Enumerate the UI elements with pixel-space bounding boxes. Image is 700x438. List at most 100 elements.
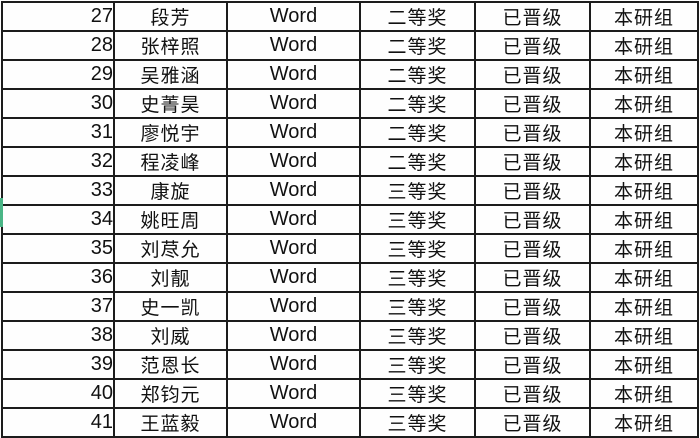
- cell-award[interactable]: 三等奖: [359, 204, 476, 235]
- cell-group[interactable]: 本研组: [589, 204, 699, 235]
- cell-status[interactable]: 已晋级: [474, 1, 591, 32]
- cell-award[interactable]: 三等奖: [359, 378, 476, 409]
- cell-row-number[interactable]: 37: [1, 291, 115, 322]
- cell-name[interactable]: 范恩长: [113, 349, 228, 380]
- cell-row-number[interactable]: 38: [1, 320, 115, 351]
- cell-group[interactable]: 本研组: [589, 59, 699, 90]
- cell-group[interactable]: 本研组: [589, 1, 699, 32]
- table-row: 30 史菁昊 Word 二等奖 已晋级 本研组: [1, 88, 699, 119]
- cell-name[interactable]: 廖悦宇: [113, 117, 228, 148]
- cell-status[interactable]: 已晋级: [474, 146, 591, 177]
- cell-software[interactable]: Word: [226, 407, 361, 438]
- cell-row-number[interactable]: 35: [1, 233, 115, 264]
- cell-group[interactable]: 本研组: [589, 291, 699, 322]
- cell-award[interactable]: 二等奖: [359, 117, 476, 148]
- cell-software[interactable]: Word: [226, 349, 361, 380]
- cell-group[interactable]: 本研组: [589, 88, 699, 119]
- cell-award[interactable]: 三等奖: [359, 262, 476, 293]
- cell-row-number[interactable]: 30: [1, 88, 115, 119]
- cell-award[interactable]: 二等奖: [359, 30, 476, 61]
- cell-name[interactable]: 王蓝毅: [113, 407, 228, 438]
- table-row: 38 刘威 Word 三等奖 已晋级 本研组: [1, 320, 699, 351]
- cell-row-number[interactable]: 27: [1, 1, 115, 32]
- cell-row-number[interactable]: 36: [1, 262, 115, 293]
- cell-row-number[interactable]: 33: [1, 175, 115, 206]
- cell-award[interactable]: 二等奖: [359, 1, 476, 32]
- cell-software[interactable]: Word: [226, 1, 361, 32]
- cell-name[interactable]: 刘荩允: [113, 233, 228, 264]
- cell-software[interactable]: Word: [226, 146, 361, 177]
- cell-group[interactable]: 本研组: [589, 262, 699, 293]
- cell-software[interactable]: Word: [226, 175, 361, 206]
- table-row: 34 姚旺周 Word 三等奖 已晋级 本研组: [1, 204, 699, 235]
- cell-award[interactable]: 三等奖: [359, 320, 476, 351]
- cell-row-number[interactable]: 39: [1, 349, 115, 380]
- table-row: 41 王蓝毅 Word 三等奖 已晋级 本研组: [1, 407, 699, 438]
- row-selection-marker: [0, 198, 3, 227]
- cell-status[interactable]: 已晋级: [474, 175, 591, 206]
- cell-name[interactable]: 刘靓: [113, 262, 228, 293]
- cell-name[interactable]: 刘威: [113, 320, 228, 351]
- cell-row-number[interactable]: 32: [1, 146, 115, 177]
- cell-status[interactable]: 已晋级: [474, 262, 591, 293]
- cell-status[interactable]: 已晋级: [474, 233, 591, 264]
- cell-group[interactable]: 本研组: [589, 378, 699, 409]
- cell-software[interactable]: Word: [226, 88, 361, 119]
- cell-group[interactable]: 本研组: [589, 175, 699, 206]
- cell-status[interactable]: 已晋级: [474, 407, 591, 438]
- cell-award[interactable]: 二等奖: [359, 146, 476, 177]
- cell-group[interactable]: 本研组: [589, 117, 699, 148]
- cell-status[interactable]: 已晋级: [474, 204, 591, 235]
- cell-name[interactable]: 史一凯: [113, 291, 228, 322]
- cell-group[interactable]: 本研组: [589, 349, 699, 380]
- cell-name[interactable]: 段芳: [113, 1, 228, 32]
- cell-status[interactable]: 已晋级: [474, 291, 591, 322]
- cell-software[interactable]: Word: [226, 59, 361, 90]
- cell-status[interactable]: 已晋级: [474, 349, 591, 380]
- cell-group[interactable]: 本研组: [589, 407, 699, 438]
- cell-software[interactable]: Word: [226, 291, 361, 322]
- cell-award[interactable]: 三等奖: [359, 233, 476, 264]
- cell-software[interactable]: Word: [226, 204, 361, 235]
- table-row: 37 史一凯 Word 三等奖 已晋级 本研组: [1, 291, 699, 322]
- cell-software[interactable]: Word: [226, 233, 361, 264]
- cell-status[interactable]: 已晋级: [474, 117, 591, 148]
- cell-name[interactable]: 程凌峰: [113, 146, 228, 177]
- cell-software[interactable]: Word: [226, 320, 361, 351]
- cell-group[interactable]: 本研组: [589, 146, 699, 177]
- cell-row-number[interactable]: 28: [1, 30, 115, 61]
- cell-name[interactable]: 郑钧元: [113, 378, 228, 409]
- table-row: 35 刘荩允 Word 三等奖 已晋级 本研组: [1, 233, 699, 264]
- cell-software[interactable]: Word: [226, 378, 361, 409]
- cell-award[interactable]: 二等奖: [359, 59, 476, 90]
- cell-status[interactable]: 已晋级: [474, 378, 591, 409]
- cell-software[interactable]: Word: [226, 262, 361, 293]
- cell-status[interactable]: 已晋级: [474, 30, 591, 61]
- cell-row-number[interactable]: 40: [1, 378, 115, 409]
- cell-row-number[interactable]: 41: [1, 407, 115, 438]
- cell-row-number[interactable]: 34: [1, 204, 115, 235]
- cell-award[interactable]: 二等奖: [359, 88, 476, 119]
- cell-status[interactable]: 已晋级: [474, 320, 591, 351]
- cell-name[interactable]: 康旋: [113, 175, 228, 206]
- cell-group[interactable]: 本研组: [589, 30, 699, 61]
- cell-row-number[interactable]: 31: [1, 117, 115, 148]
- cell-group[interactable]: 本研组: [589, 233, 699, 264]
- cell-group[interactable]: 本研组: [589, 320, 699, 351]
- cell-award[interactable]: 三等奖: [359, 349, 476, 380]
- cell-row-number[interactable]: 29: [1, 59, 115, 90]
- cell-award[interactable]: 三等奖: [359, 175, 476, 206]
- cell-software[interactable]: Word: [226, 30, 361, 61]
- cell-award[interactable]: 三等奖: [359, 291, 476, 322]
- cell-name[interactable]: 史菁昊: [113, 88, 228, 119]
- cell-name[interactable]: 张梓照: [113, 30, 228, 61]
- cell-name[interactable]: 姚旺周: [113, 204, 228, 235]
- table-row: 33 康旋 Word 三等奖 已晋级 本研组: [1, 175, 699, 206]
- cell-software[interactable]: Word: [226, 117, 361, 148]
- cell-status[interactable]: 已晋级: [474, 59, 591, 90]
- cell-name[interactable]: 吴雅涵: [113, 59, 228, 90]
- cell-award[interactable]: 三等奖: [359, 407, 476, 438]
- cell-status[interactable]: 已晋级: [474, 88, 591, 119]
